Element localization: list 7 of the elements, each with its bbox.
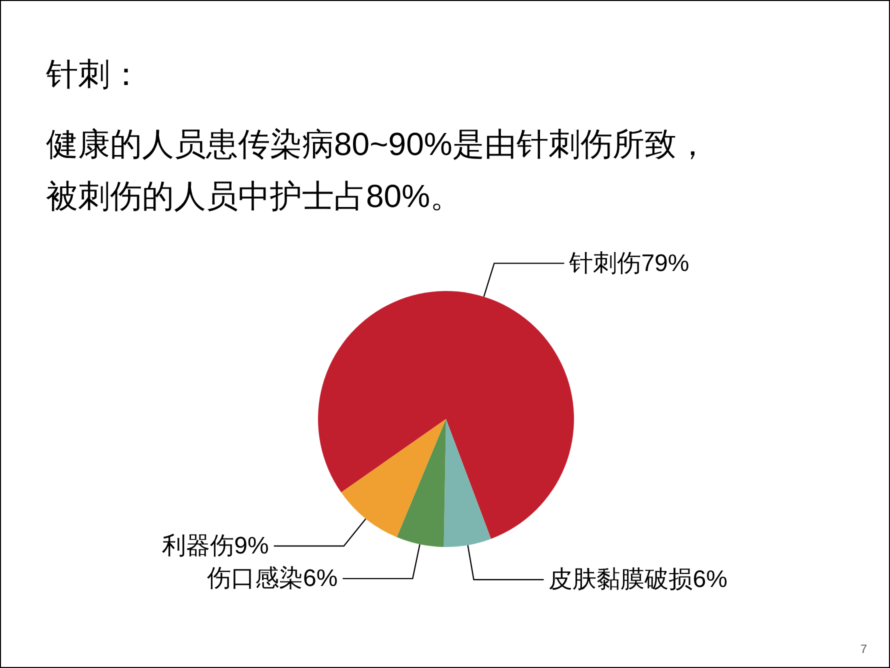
text: 7: [860, 642, 868, 656]
slice-label: 利器伤9%: [162, 532, 269, 560]
chart-subtitle: 健康的人员患传染病80~90%是由针刺伤所致，被刺伤的人员中护士占80%。: [46, 126, 708, 214]
slice-label: 针刺伤79%: [568, 250, 690, 277]
slice-label: 皮肤黏膜破损6%: [548, 566, 728, 594]
chart-title: 针刺：: [45, 56, 142, 92]
slice-label: 伤口感染6%: [206, 565, 338, 592]
